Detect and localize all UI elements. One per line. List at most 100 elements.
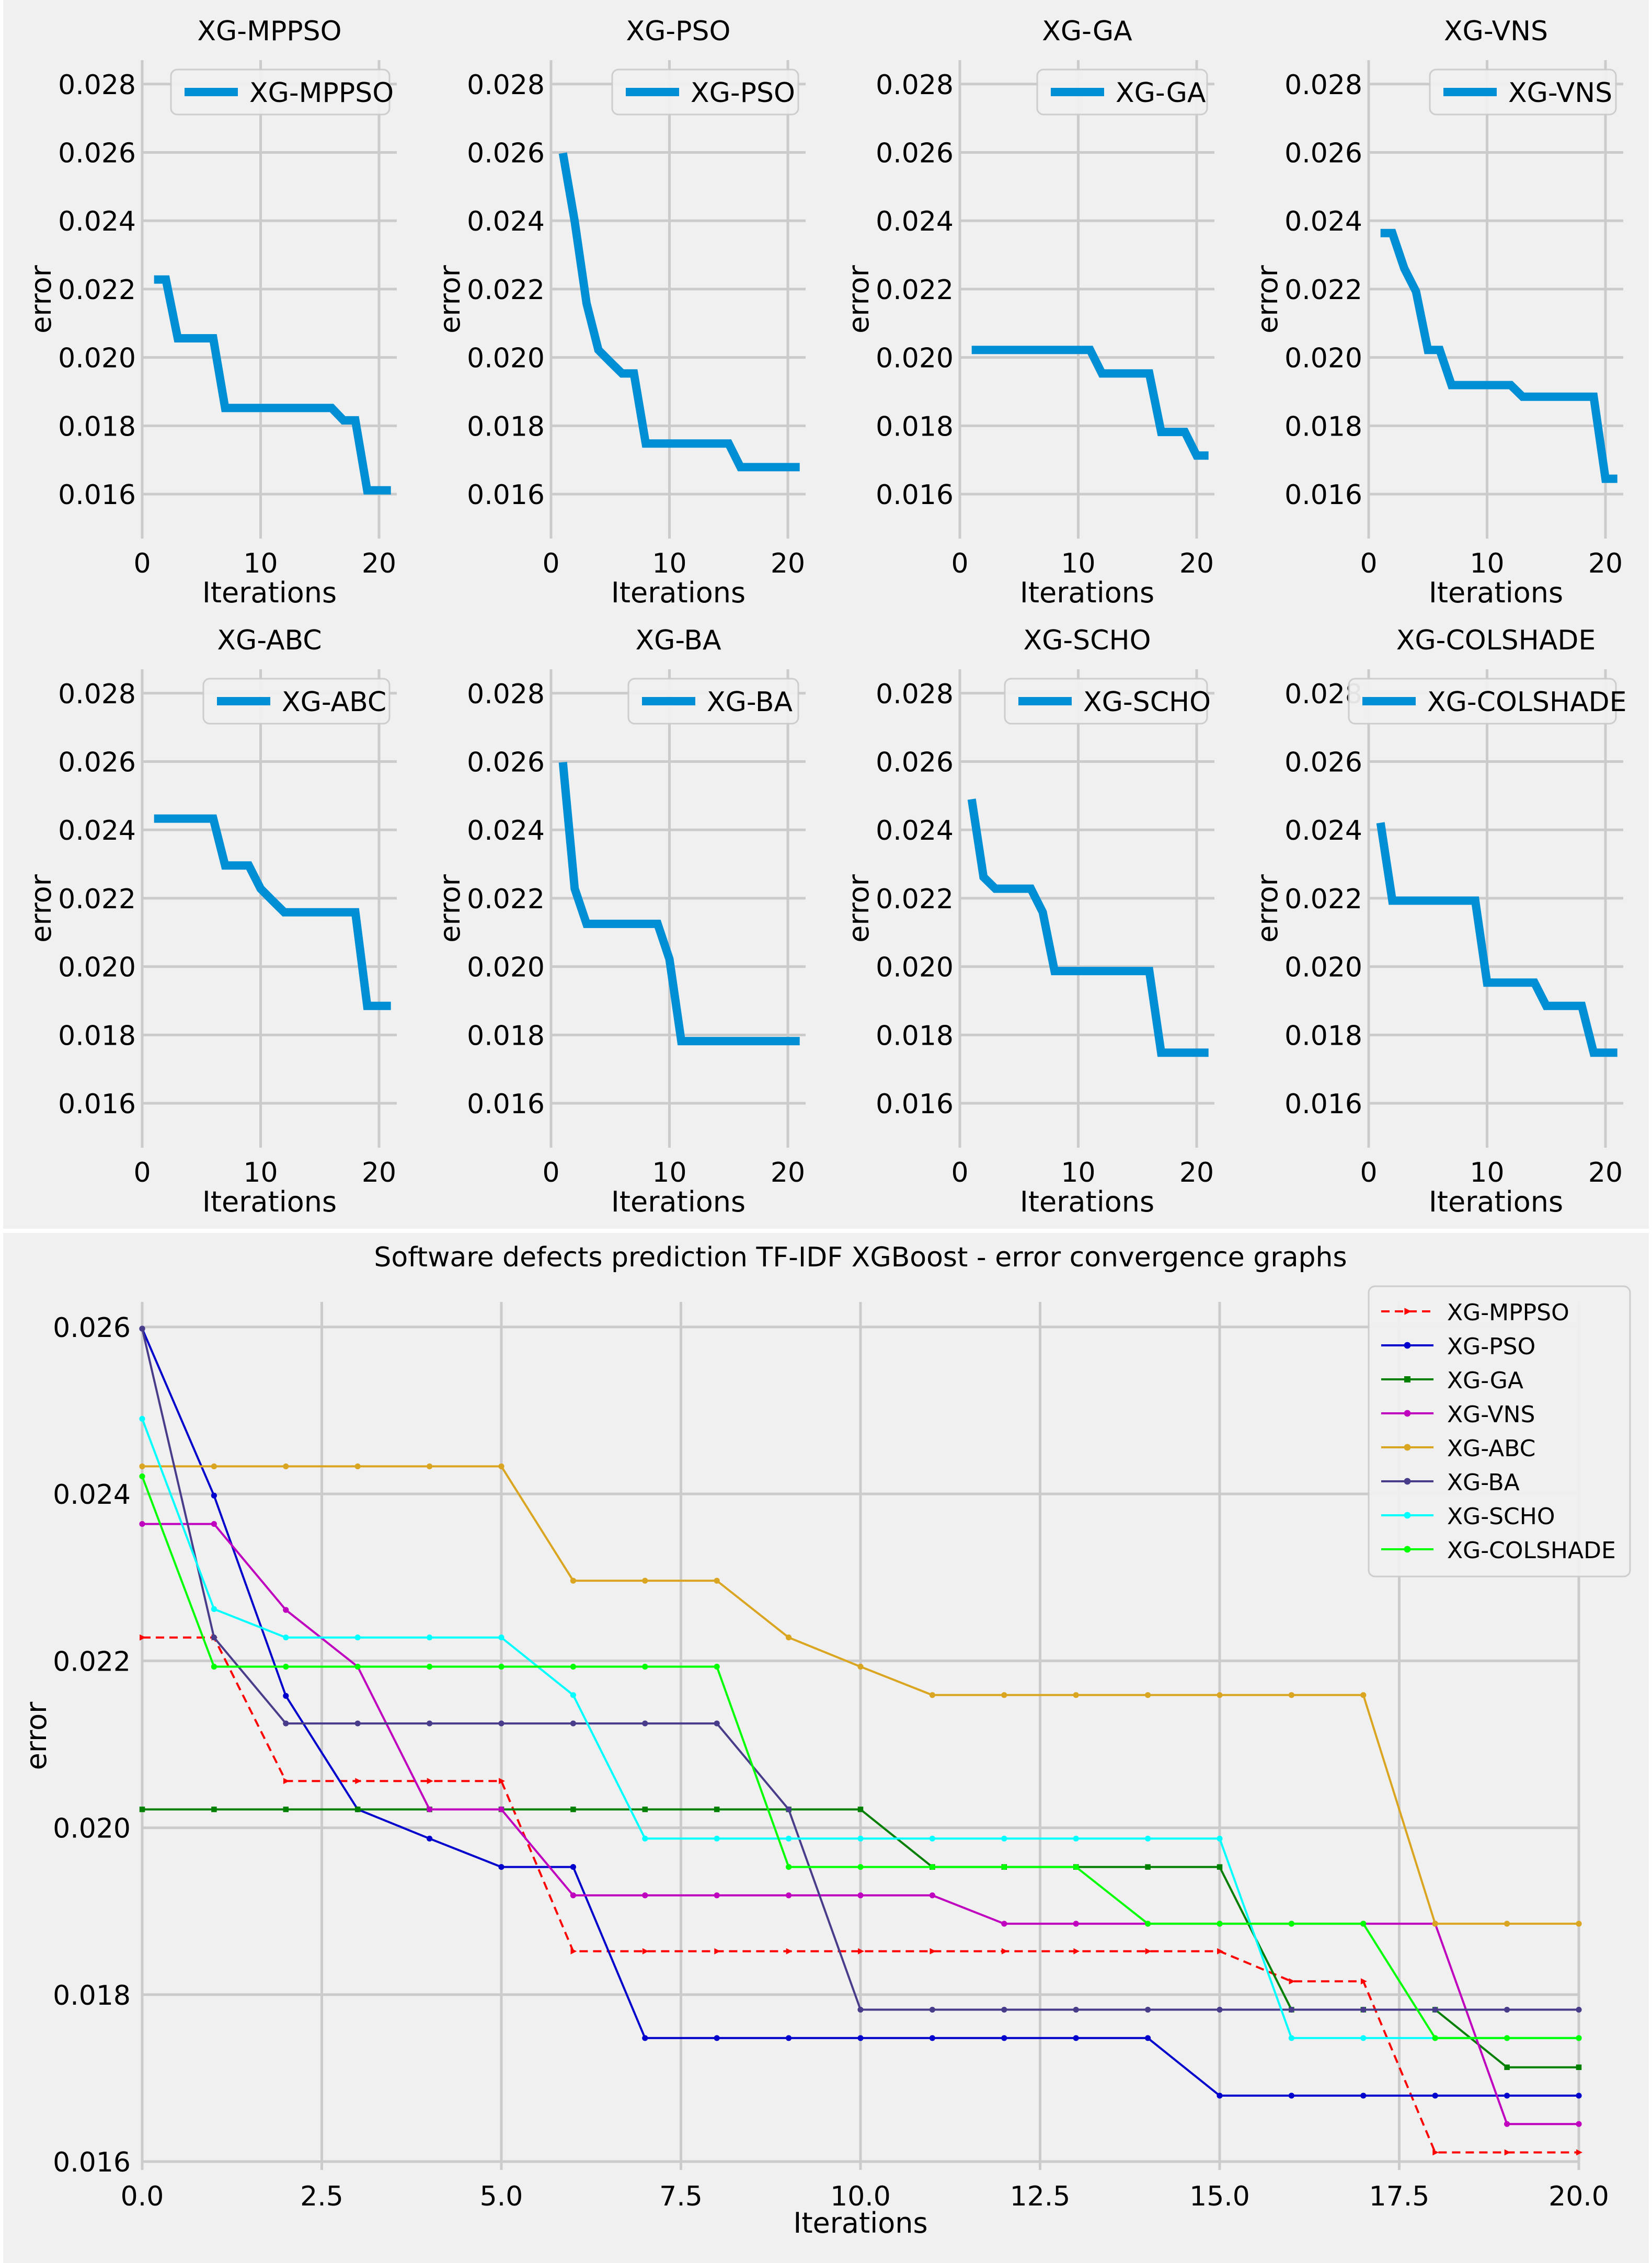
x-tick-label: 15.0 (1189, 2181, 1250, 2212)
main-legend: XG-MPPSO XG-PSO XG-GA XG-VNS XG-ABC XG-BA XG-S… (1368, 1285, 1631, 1578)
series-line (971, 346, 1209, 460)
x-tick-label: 10 (243, 1157, 278, 1188)
x-axis-label: Iterations (1020, 1185, 1154, 1218)
y-tick-label: 0.026 (1284, 747, 1362, 778)
data-point (283, 1693, 289, 1699)
y-tick-label: 0.028 (58, 70, 136, 101)
data-point (857, 1807, 864, 1812)
data-point (714, 1807, 720, 1812)
y-tick-label: 0.016 (876, 479, 954, 511)
legend-label: XG-COLSHADE (1447, 1537, 1616, 1564)
data-point (139, 1325, 145, 1332)
data-point (1504, 2035, 1510, 2041)
data-point (1145, 2006, 1151, 2013)
y-tick-label: 0.020 (1284, 952, 1362, 984)
subplot-title: XG-PSO (626, 16, 731, 47)
legend-box (1429, 68, 1617, 116)
y-tick-label: 0.018 (53, 1980, 131, 2011)
series-xg-colshade (139, 1473, 1582, 2041)
legend-box (611, 68, 799, 116)
legend-box (1004, 678, 1208, 725)
x-tick-label: 10 (652, 548, 686, 579)
x-tick-label: 0 (542, 1157, 559, 1188)
data-point (1360, 1692, 1367, 1698)
legend-box (627, 678, 799, 725)
data-point (1432, 2035, 1438, 2041)
data-point (1217, 1948, 1223, 1955)
data-point (1432, 1921, 1438, 1927)
data-point (1217, 2006, 1223, 2013)
data-point (1504, 2006, 1510, 2013)
data-point (570, 1663, 576, 1670)
data-point (1073, 1864, 1079, 1870)
data-point (1289, 1978, 1295, 1985)
legend-label: XG-SCHO (1447, 1503, 1555, 1530)
y-tick-label: 0.024 (58, 815, 136, 847)
subplot-xg-ba: 0.016 0.018 0.020 0.022 0.024 0.026 0.028 0 10 20… (433, 625, 806, 1218)
data-point (1073, 2006, 1079, 2013)
y-tick-label: 0.024 (53, 1479, 131, 1511)
series-xg-abc (139, 1463, 1582, 1927)
y-tick-label: 0.018 (467, 411, 545, 442)
y-tick-label: 0.016 (58, 1089, 136, 1120)
y-tick-label: 0.022 (53, 1646, 131, 1677)
data-point (642, 1578, 648, 1584)
data-point (857, 1835, 864, 1842)
x-tick-label: 20 (362, 548, 396, 579)
data-point (929, 2035, 935, 2041)
data-point (355, 1778, 362, 1785)
data-point (427, 1806, 433, 1813)
data-point (642, 1663, 648, 1670)
y-axis-label: error (433, 874, 466, 943)
legend-box (202, 678, 391, 725)
data-point (1432, 2006, 1438, 2013)
data-point (211, 1606, 217, 1612)
y-tick-label: 0.026 (876, 747, 954, 778)
data-point (1576, 2035, 1582, 2041)
data-point (714, 1892, 720, 1899)
data-point (140, 1634, 146, 1641)
y-tick-label: 0.024 (467, 815, 545, 847)
data-point (139, 1463, 145, 1470)
y-tick-label: 0.022 (876, 275, 954, 306)
y-tick-label: 0.022 (467, 884, 545, 915)
y-tick-label: 0.016 (53, 2147, 131, 2178)
data-point (354, 1807, 361, 1812)
legend-label: XG-BA (1447, 1469, 1520, 1496)
data-point (857, 2035, 864, 2041)
y-axis-label: error (25, 265, 58, 334)
data-point (570, 1578, 576, 1584)
data-point (211, 1463, 217, 1470)
y-axis-label: error (20, 1701, 53, 1770)
legend-label: XG-MPPSO (1447, 1299, 1569, 1326)
data-point (427, 1635, 433, 1641)
y-tick-label: 0.016 (1284, 1089, 1362, 1120)
data-point (929, 1835, 935, 1842)
legend-label: XG-MPPSO (249, 77, 394, 109)
data-point (642, 1892, 648, 1899)
legend-box (170, 68, 391, 116)
y-tick-label: 0.016 (58, 479, 136, 511)
y-tick-label: 0.024 (58, 206, 136, 237)
data-point (1360, 2093, 1367, 2099)
data-point (642, 1948, 649, 1955)
data-point (139, 1473, 145, 1480)
subplot-title: XG-BA (635, 625, 721, 656)
data-point (1145, 2035, 1151, 2041)
subplot-xg-mppso: 0.016 0.018 0.020 0.022 0.024 0.026 0.028 0 10 20… (25, 16, 397, 609)
data-point (354, 1463, 361, 1470)
series-line (1376, 822, 1617, 1057)
x-tick-label: 7.5 (659, 2181, 703, 2212)
data-point (211, 1807, 217, 1812)
y-tick-label: 0.018 (1284, 411, 1362, 442)
subplot-title: XG-MPPSO (197, 16, 341, 47)
data-point (139, 1415, 145, 1422)
data-point (1576, 2064, 1582, 2070)
data-point (427, 1778, 433, 1785)
data-point (786, 1948, 793, 1955)
x-tick-label: 20 (1588, 548, 1623, 579)
data-point (642, 1835, 648, 1842)
data-point (1001, 2006, 1007, 2013)
series-line (558, 152, 800, 472)
data-point (1001, 1692, 1007, 1698)
